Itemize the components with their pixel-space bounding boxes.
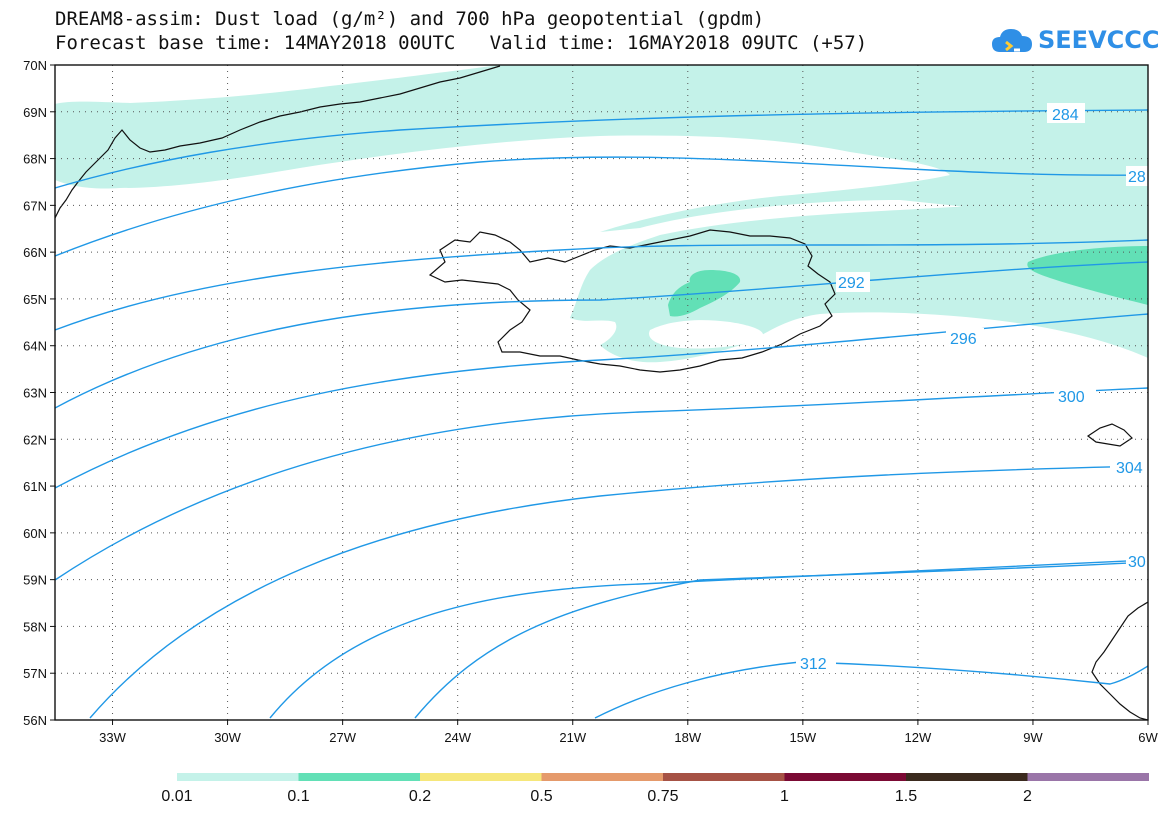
contour-label-296: 296 (950, 331, 977, 348)
lat-label: 57N (23, 666, 47, 681)
colorbar-swatch (541, 773, 663, 781)
contour-312 (594, 661, 1148, 719)
lat-label: 64N (23, 339, 47, 354)
contour-label-300: 300 (1058, 389, 1085, 406)
dust-shade-east (1027, 246, 1148, 305)
colorbar-label: 0.1 (287, 788, 309, 805)
colorbar-swatch (663, 773, 785, 781)
lon-label: 9W (1023, 730, 1043, 745)
colorbar-swatch (1027, 773, 1149, 781)
faroe-islands (1086, 423, 1133, 447)
lat-label: 69N (23, 105, 47, 120)
lon-label: 6W (1138, 730, 1158, 745)
contour-304 (89, 465, 1148, 719)
lat-label: 58N (23, 619, 47, 634)
lat-label: 60N (23, 526, 47, 541)
dust-gap (649, 320, 764, 349)
lat-label: 59N (23, 573, 47, 588)
colorbar-label: 2 (1023, 788, 1032, 805)
graticule (55, 65, 1148, 720)
lat-label: 62N (23, 432, 47, 447)
colorbar-swatch (298, 773, 420, 781)
colorbar-label: 1.5 (895, 788, 917, 805)
map-layer: 284 28 292 296 300 304 30 312 (55, 65, 1148, 720)
contour-310 (414, 561, 1148, 719)
contour-292 (55, 239, 1148, 331)
contour-308 (269, 559, 1148, 719)
lon-label: 15W (789, 730, 816, 745)
colorbar-swatch (177, 773, 299, 781)
axis-ticks (50, 64, 1149, 725)
contour-296 (55, 313, 1148, 489)
lat-label: 67N (23, 198, 47, 213)
title-line-1: DREAM8-assim: Dust load (g/m²) and 700 h… (55, 8, 765, 30)
colorbar-label: 1 (780, 788, 789, 805)
contour-label-292: 292 (838, 275, 865, 292)
lat-label: 70N (23, 58, 47, 73)
contour-300 (55, 387, 1148, 581)
lat-label: 68N (23, 152, 47, 167)
contour-label-288: 28 (1128, 169, 1146, 186)
lon-label: 18W (674, 730, 701, 745)
contour-284 (55, 109, 1148, 189)
lon-label: 27W (329, 730, 356, 745)
lon-label: 30W (214, 730, 241, 745)
contour-label-284: 284 (1052, 107, 1079, 124)
colorbar-label: 0.75 (647, 788, 678, 805)
colorbar-swatch (906, 773, 1028, 781)
greenland-coast (55, 65, 501, 219)
lat-label: 65N (23, 292, 47, 307)
colorbar-swatch (420, 773, 542, 781)
colorbar-labels: 0.01 0.1 0.2 0.5 0.75 1 1.5 2 (161, 788, 1032, 805)
lat-label: 56N (23, 713, 47, 728)
colorbar-label: 0.2 (409, 788, 431, 805)
contour-288 (55, 156, 1148, 257)
dust-shade-north (55, 65, 1148, 240)
geopotential-contours (55, 109, 1148, 719)
colorbar-label: 0.01 (161, 788, 192, 805)
contour-label-312: 312 (800, 656, 827, 673)
lon-label: 12W (905, 730, 932, 745)
lon-label: 21W (559, 730, 586, 745)
contour-label-304: 304 (1116, 460, 1143, 477)
contour-292b (55, 261, 1148, 409)
scotland-coast (1091, 601, 1148, 720)
lat-label: 61N (23, 479, 47, 494)
colorbar-swatch (784, 773, 906, 781)
longitude-labels: 33W 30W 27W 24W 21W 18W 15W 12W 9W 6W (99, 730, 1158, 745)
latitude-labels: 70N 69N 68N 67N 66N 65N 64N 63N 62N 61N 60N 59N 58N 5… (23, 58, 47, 728)
lon-label: 33W (99, 730, 126, 745)
lon-label: 24W (444, 730, 471, 745)
colorbar-label: 0.5 (530, 788, 552, 805)
lat-label: 63N (23, 386, 47, 401)
colorbar (177, 773, 1149, 781)
logo-text: SEEVCCC (1038, 26, 1160, 54)
seevccc-logo: SEEVCCC (990, 20, 1160, 60)
lat-label: 66N (23, 245, 47, 260)
cloud-icon (992, 29, 1032, 52)
title-line-2: Forecast base time: 14MAY2018 00UTC Vali… (55, 32, 868, 54)
contour-labels: 284 28 292 296 300 304 30 312 (796, 103, 1148, 673)
contour-label-308: 30 (1128, 554, 1146, 571)
